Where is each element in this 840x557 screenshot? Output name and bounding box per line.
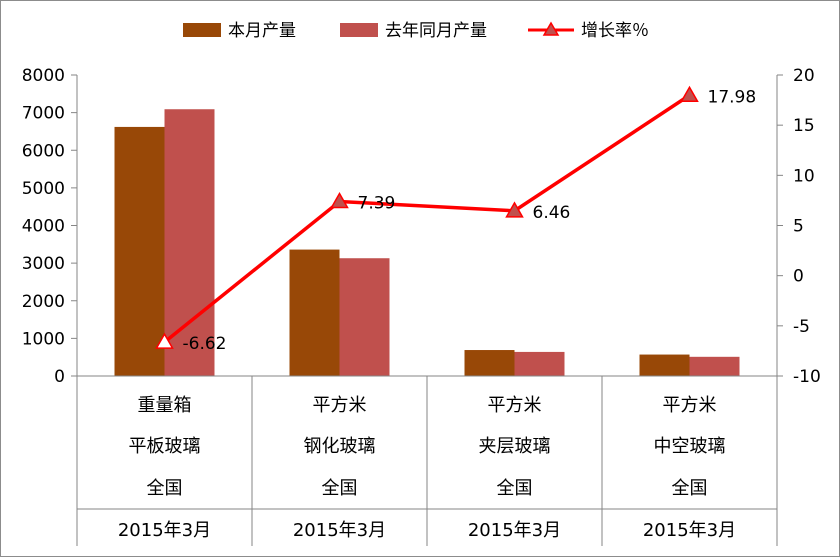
legend-label-growth: 增长率％ xyxy=(581,21,649,41)
growth-line-path xyxy=(163,93,691,344)
legend-marker-growth xyxy=(542,21,560,36)
legend-label-current-month: 本月产量 xyxy=(228,21,296,41)
bar-current-month xyxy=(464,350,515,376)
left-tick-label: 7000 xyxy=(22,104,65,124)
category-label: 平方米 xyxy=(488,395,542,416)
growth-marker xyxy=(680,85,699,103)
right-tick-label: 0 xyxy=(793,267,804,287)
right-axis-ticks: -10 -5 0 5 10 15 20 xyxy=(777,66,821,387)
category-label: 平方米 xyxy=(313,395,367,416)
growth-data-label: 7.39 xyxy=(358,194,396,214)
left-tick-label: 0 xyxy=(54,367,65,387)
left-tick-label: 1000 xyxy=(22,329,65,349)
growth-marker xyxy=(330,192,349,209)
left-tick-label: 5000 xyxy=(22,179,65,199)
category-label: 2015年3月 xyxy=(643,520,736,541)
bars xyxy=(114,109,740,377)
legend: 本月产量 去年同月产量 增长率％ xyxy=(183,21,649,41)
category-label: 2015年3月 xyxy=(293,520,386,541)
left-tick-label: 3000 xyxy=(22,254,65,274)
left-tick-label: 4000 xyxy=(22,217,65,237)
axes xyxy=(76,75,778,546)
category-label: 全国 xyxy=(497,478,533,499)
right-tick-label: 5 xyxy=(793,217,804,237)
right-tick-label: -10 xyxy=(793,367,821,387)
legend-swatch-current-month xyxy=(183,23,221,37)
left-tick-label: 8000 xyxy=(22,66,65,86)
left-tick-label: 6000 xyxy=(22,141,65,161)
bar-last-year xyxy=(689,356,740,376)
right-tick-label: -5 xyxy=(793,317,810,337)
bar-current-month xyxy=(289,249,340,376)
right-tick-label: 15 xyxy=(793,116,815,136)
growth-line: -6.62 7.39 6.46 17.98 xyxy=(155,85,757,354)
category-label: 夹层玻璃 xyxy=(479,436,551,457)
left-tick-label: 2000 xyxy=(22,292,65,312)
growth-data-label: 6.46 xyxy=(533,203,571,223)
bar-current-month xyxy=(114,126,165,376)
category-label: 平方米 xyxy=(663,395,717,416)
category-label: 重量箱 xyxy=(138,395,192,416)
right-tick-label: 20 xyxy=(793,66,815,86)
category-label: 2015年3月 xyxy=(118,520,211,541)
growth-marker xyxy=(155,332,174,349)
growth-data-label: 17.98 xyxy=(708,87,757,107)
right-tick-label: 10 xyxy=(793,166,815,186)
bar-current-month xyxy=(639,354,690,376)
legend-swatch-last-year xyxy=(340,23,378,37)
legend-label-last-year: 去年同月产量 xyxy=(385,21,487,41)
category-label: 钢化玻璃 xyxy=(304,436,376,457)
category-label: 全国 xyxy=(322,478,358,499)
growth-data-label: -6.62 xyxy=(183,334,227,354)
category-labels: 重量箱平板玻璃全国2015年3月平方米钢化玻璃全国2015年3月平方米夹层玻璃全… xyxy=(118,395,736,541)
category-label: 全国 xyxy=(147,478,183,499)
category-label: 平板玻璃 xyxy=(129,436,201,457)
bar-last-year xyxy=(514,351,565,376)
bar-last-year xyxy=(339,258,390,376)
category-label: 全国 xyxy=(672,478,708,499)
bar-last-year xyxy=(164,109,215,377)
growth-marker xyxy=(505,201,524,218)
category-label: 中空玻璃 xyxy=(654,436,726,457)
category-label: 2015年3月 xyxy=(468,520,561,541)
left-axis-ticks: 0 1000 2000 3000 4000 5000 6000 7000 8000 xyxy=(22,66,77,387)
